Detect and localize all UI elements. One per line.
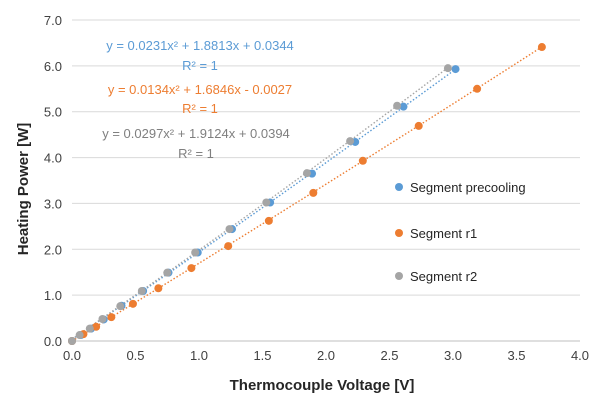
data-point-series-2: [163, 268, 172, 277]
y-tick-label: 1.0: [44, 288, 62, 303]
y-tick-label: 7.0: [44, 13, 62, 28]
precooling-r2: R² = 1: [182, 58, 218, 73]
legend-label-r2: Segment r2: [410, 269, 477, 284]
data-point-series-2: [68, 337, 76, 345]
data-point-series-1: [309, 188, 318, 197]
x-axis-title: Thermocouple Voltage [V]: [230, 377, 415, 393]
legend-item-r2: Segment r2: [395, 269, 477, 284]
r1-r2: R² = 1: [182, 101, 218, 116]
data-point-series-2: [225, 225, 234, 234]
x-tick-label: 1.0: [190, 348, 208, 363]
y-tick-label: 0.0: [44, 334, 62, 349]
y-tick-label: 2.0: [44, 242, 62, 257]
legend-item-r1: Segment r1: [395, 226, 477, 241]
trendlines: [71, 46, 543, 342]
y-tick-label: 6.0: [44, 59, 62, 74]
y-axis-title: Heating Power [W]: [15, 123, 32, 256]
x-tick-label: 2.5: [380, 348, 398, 363]
data-point-series-2: [262, 198, 271, 207]
trendline-0: [71, 68, 456, 340]
data-point-series-2: [116, 302, 125, 311]
trendline-2: [71, 67, 449, 340]
trendline-1: [71, 46, 543, 342]
data-point-series-2: [393, 101, 402, 110]
legend-item-precooling: Segment precooling: [395, 180, 526, 195]
data-point-series-1: [92, 322, 101, 331]
legend-label-precooling: Segment precooling: [410, 180, 526, 195]
data-point-series-1: [358, 156, 367, 165]
x-tick-labels: 0.0 0.5 1.0 1.5 2.0 2.5 3.0 3.5 4.0: [63, 348, 589, 363]
legend-marker-precooling: [395, 183, 403, 191]
data-point-series-2: [443, 64, 452, 73]
data-points: [68, 43, 546, 345]
x-tick-label: 1.5: [253, 348, 271, 363]
data-point-series-1: [107, 313, 116, 322]
r2-r2: R² = 1: [178, 146, 214, 161]
data-point-series-1: [473, 84, 482, 93]
data-point-series-1: [224, 242, 233, 251]
legend-marker-r2: [395, 272, 403, 280]
data-point-series-0: [451, 65, 460, 74]
data-point-series-2: [75, 331, 84, 340]
legend-marker-r1: [395, 229, 403, 237]
data-point-series-1: [537, 43, 546, 52]
data-point-series-2: [346, 137, 355, 146]
data-point-series-2: [137, 287, 146, 296]
data-point-series-1: [264, 216, 273, 225]
y-tick-labels: 0.0 1.0 2.0 3.0 4.0 5.0 6.0 7.0: [44, 13, 62, 349]
x-tick-label: 3.5: [507, 348, 525, 363]
data-point-series-1: [414, 121, 423, 130]
data-point-series-1: [128, 299, 137, 308]
legend-label-r1: Segment r1: [410, 226, 477, 241]
r2-equation: y = 0.0297x² + 1.9124x + 0.0394: [102, 126, 290, 141]
data-point-series-2: [302, 169, 311, 178]
legend: Segment precooling Segment r1 Segment r2: [395, 180, 526, 284]
data-point-series-0: [399, 102, 408, 111]
precooling-equation: y = 0.0231x² + 1.8813x + 0.0344: [106, 38, 294, 53]
data-point-series-1: [154, 284, 163, 293]
y-tick-label: 5.0: [44, 105, 62, 120]
y-tick-label: 3.0: [44, 196, 62, 211]
data-point-series-2: [98, 314, 107, 323]
y-tick-label: 4.0: [44, 151, 62, 166]
r1-equation: y = 0.0134x² + 1.6846x - 0.0027: [108, 82, 292, 97]
data-point-series-1: [187, 264, 196, 273]
x-tick-label: 2.0: [317, 348, 335, 363]
data-point-series-2: [191, 248, 200, 257]
data-point-series-2: [85, 324, 94, 333]
x-tick-label: 0.0: [63, 348, 81, 363]
x-tick-label: 0.5: [126, 348, 144, 363]
x-tick-label: 3.0: [444, 348, 462, 363]
x-tick-label: 4.0: [571, 348, 589, 363]
trendline-equations: y = 0.0231x² + 1.8813x + 0.0344 R² = 1 y…: [102, 38, 294, 161]
